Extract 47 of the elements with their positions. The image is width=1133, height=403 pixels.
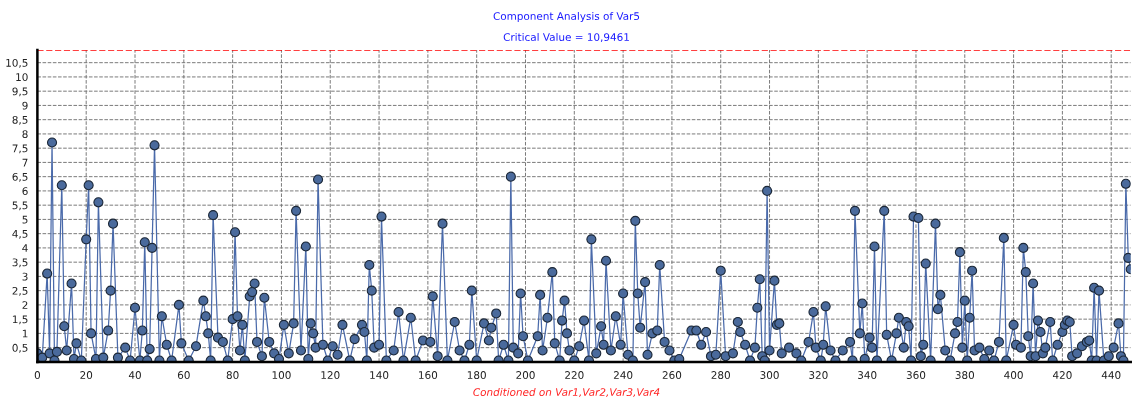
x-tick-label: 380 xyxy=(955,371,975,379)
y-tick-label: 5,5 xyxy=(12,201,28,211)
y-tick-label: 8,5 xyxy=(12,115,28,125)
x-tick-label: 240 xyxy=(613,371,633,379)
x-tick-label: 360 xyxy=(906,371,926,379)
y-tick-label: 1,5 xyxy=(12,315,28,325)
y-tick-label: 4 xyxy=(22,244,28,252)
x-tick-label: 200 xyxy=(516,371,535,379)
y-tick-label: 3,5 xyxy=(12,258,28,268)
x-tick-label: 100 xyxy=(272,371,291,379)
y-tick-label: 2,5 xyxy=(12,286,28,296)
x-tick-label: 20 xyxy=(80,371,93,379)
y-tick-label: 6,5 xyxy=(12,172,28,182)
chart-title: Component Analysis of Var5 xyxy=(493,11,640,23)
chart-subtitle: Critical Value = 10,9461 xyxy=(503,32,629,43)
y-tick-label: 10,5 xyxy=(6,58,28,68)
x-tick-label: 80 xyxy=(226,371,239,379)
x-tick-label: 160 xyxy=(419,371,438,379)
x-tick-label: 300 xyxy=(760,371,779,379)
y-tick-label: 4,5 xyxy=(12,230,28,239)
x-tick-label: 0 xyxy=(34,371,41,379)
y-tick-label: 7,5 xyxy=(12,144,28,154)
y-tick-label: 0,5 xyxy=(12,343,28,353)
x-tick-label: 220 xyxy=(565,371,584,379)
text: Conditioned on Var1,Var2,Var3,Var4 xyxy=(473,387,660,398)
y-tick-label: 3 xyxy=(22,272,28,281)
x-tick-label: 60 xyxy=(177,371,190,379)
y-tick-label: 2 xyxy=(22,301,28,309)
y-tick-label: 8 xyxy=(22,130,28,139)
y-tick-label: 1 xyxy=(22,329,28,338)
x-tick-label: 260 xyxy=(662,371,682,379)
y-tick-label: 5 xyxy=(22,215,28,224)
x-tick-label: 140 xyxy=(370,371,389,379)
x-tick-label: 40 xyxy=(128,371,141,379)
x-tick-label: 400 xyxy=(1004,371,1023,379)
x-tick-label: 320 xyxy=(809,371,828,379)
x-tick-label: 340 xyxy=(858,371,877,379)
x-tick-label: 120 xyxy=(321,371,340,379)
x-tick-label: 180 xyxy=(467,371,486,379)
y-tick-label: 9 xyxy=(22,101,28,110)
y-tick-label: 7 xyxy=(22,158,28,167)
y-tick-label: 9,5 xyxy=(12,87,28,97)
y-tick-label: 10 xyxy=(16,73,28,82)
x-tick-label: 420 xyxy=(1052,371,1072,379)
y-tick-label: 6 xyxy=(22,187,28,196)
x-tick-label: 440 xyxy=(1101,371,1121,379)
x-tick-label: 280 xyxy=(711,371,730,379)
